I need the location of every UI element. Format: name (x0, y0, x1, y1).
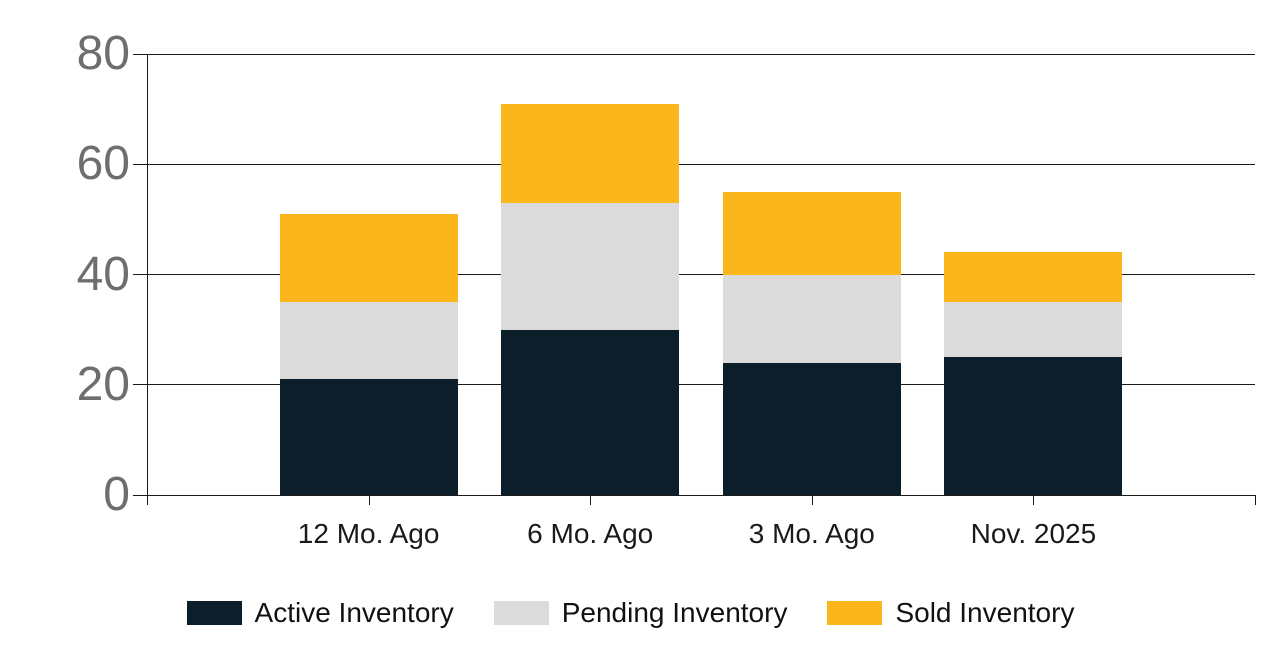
bar-segment-sold-inventory-6-mo-ago (501, 103, 680, 203)
legend-item-active-inventory: Active Inventory (186, 597, 454, 629)
y-axis-tick-80 (133, 53, 147, 55)
bar-segment-pending-inventory-12-mo-ago (279, 302, 458, 380)
y-axis-line (147, 54, 148, 505)
x-axis-end-tick-1 (1255, 495, 1256, 505)
x-axis-tick-12-mo-ago (368, 495, 370, 505)
y-axis-tick-20 (133, 384, 147, 386)
legend-label-active-inventory: Active Inventory (254, 597, 454, 628)
chart-legend: Active Inventory Pending Inventory Sold In… (0, 597, 1261, 629)
gridline-0 (147, 494, 1255, 496)
bar-segment-sold-inventory-3-mo-ago (722, 191, 901, 275)
legend-swatch-pending-inventory (493, 601, 549, 625)
bar-segment-pending-inventory-6-mo-ago (501, 202, 680, 330)
legend-swatch-active-inventory (186, 601, 242, 625)
y-axis-label-60: 60 (76, 137, 130, 191)
gridline-20 (147, 384, 1255, 386)
bar-segment-active-inventory-6-mo-ago (501, 329, 680, 495)
x-axis-label-nov-2025: Nov. 2025 (970, 518, 1097, 549)
legend-item-sold-inventory: Sold Inventory (827, 597, 1074, 629)
bar-segment-sold-inventory-12-mo-ago (279, 213, 458, 303)
y-axis-label-80: 80 (76, 27, 130, 80)
bar-segment-pending-inventory-3-mo-ago (722, 274, 901, 363)
bar-segment-active-inventory-nov-2025 (944, 357, 1123, 495)
x-axis-label-12-mo-ago: 12 Mo. Ago (297, 518, 440, 549)
x-axis-label-3-mo-ago: 3 Mo. Ago (748, 518, 875, 549)
legend-swatch-sold-inventory (827, 601, 883, 625)
y-axis-tick-40 (133, 274, 147, 275)
y-axis-tick-60 (133, 163, 147, 165)
gridline-60 (147, 163, 1255, 165)
y-axis-label-20: 20 (76, 357, 130, 411)
legend-label-sold-inventory: Sold Inventory (895, 597, 1075, 628)
bar-segment-pending-inventory-nov-2025 (944, 302, 1123, 358)
bar-segment-active-inventory-3-mo-ago (722, 362, 901, 495)
y-axis-tick-0 (133, 494, 147, 496)
x-axis-tick-6-mo-ago (590, 495, 592, 505)
x-axis-tick-nov-2025 (1033, 495, 1035, 505)
bar-segment-active-inventory-12-mo-ago (279, 379, 458, 495)
legend-item-pending-inventory: Pending Inventory (493, 597, 788, 629)
gridline-40 (147, 274, 1255, 275)
x-axis-label-6-mo-ago: 6 Mo. Ago (527, 518, 654, 549)
x-axis-end-tick-0 (147, 495, 148, 505)
y-axis-label-40: 40 (76, 247, 130, 301)
bar-segment-sold-inventory-nov-2025 (944, 252, 1123, 303)
legend-label-pending-inventory: Pending Inventory (561, 597, 788, 628)
x-axis-tick-3-mo-ago (811, 495, 813, 505)
gridline-80 (147, 53, 1255, 55)
y-axis-label-0: 0 (103, 468, 130, 521)
